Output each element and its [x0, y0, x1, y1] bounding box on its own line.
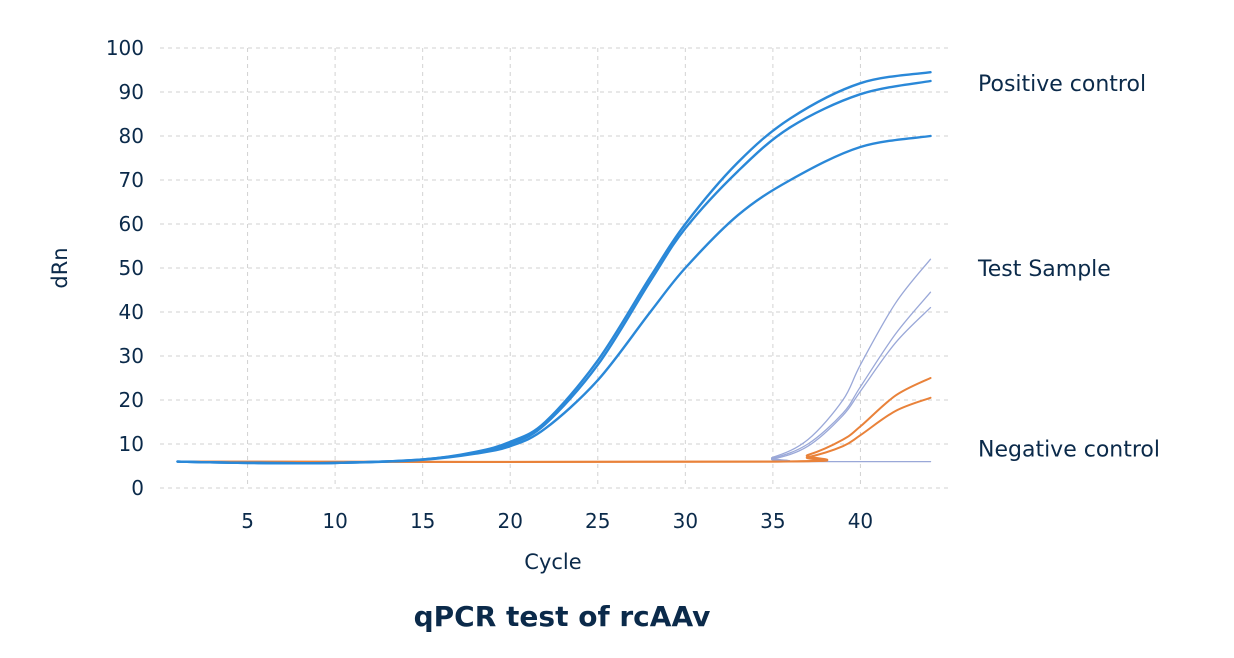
- grid: [160, 47, 948, 489]
- test-curve-3: [176, 258, 932, 463]
- x-tick-label: 5: [241, 509, 254, 533]
- y-tick-label: 20: [119, 388, 144, 412]
- orange-curve-6: [176, 377, 932, 464]
- y-tick-label: 50: [119, 256, 144, 280]
- test-curve-4: [176, 291, 932, 463]
- x-tick-label: 40: [848, 509, 873, 533]
- group-labels: Positive control Test Sample Negative cont…: [977, 72, 1160, 462]
- y-tick-label: 40: [119, 300, 144, 324]
- orange-curve-7: [176, 396, 932, 463]
- test-curve-5: [176, 306, 932, 463]
- x-tick-label: 35: [760, 509, 785, 533]
- group-label: Test Sample: [977, 257, 1111, 282]
- positive-curve-1: [176, 79, 932, 465]
- x-tick-label: 10: [322, 509, 347, 533]
- y-tick-label: 80: [119, 124, 144, 148]
- y-tick-label: 70: [119, 168, 144, 192]
- y-tick-label: 0: [131, 476, 144, 500]
- group-label: Positive control: [978, 72, 1146, 97]
- x-tick-label: 25: [585, 509, 610, 533]
- x-tick-label: 15: [410, 509, 435, 533]
- positive-curve-2: [176, 134, 932, 465]
- y-axis-title: dRn: [48, 247, 72, 288]
- group-label: Negative control: [978, 437, 1160, 462]
- x-tick-label: 20: [497, 509, 522, 533]
- axis-ticks: 0 10 20 30 40 50 60 70 80 90 100 5 10 15 20 25 30 35 40: [106, 36, 873, 533]
- y-tick-label: 90: [119, 80, 144, 104]
- x-axis-title: Cycle: [524, 550, 581, 574]
- chart-title: qPCR test of rcAAv: [414, 600, 711, 633]
- y-tick-label: 10: [119, 432, 144, 456]
- series-lines: [176, 71, 932, 465]
- y-tick-label: 60: [119, 212, 144, 236]
- y-tick-label: 30: [119, 344, 144, 368]
- x-tick-label: 30: [673, 509, 698, 533]
- y-tick-label: 100: [106, 36, 144, 60]
